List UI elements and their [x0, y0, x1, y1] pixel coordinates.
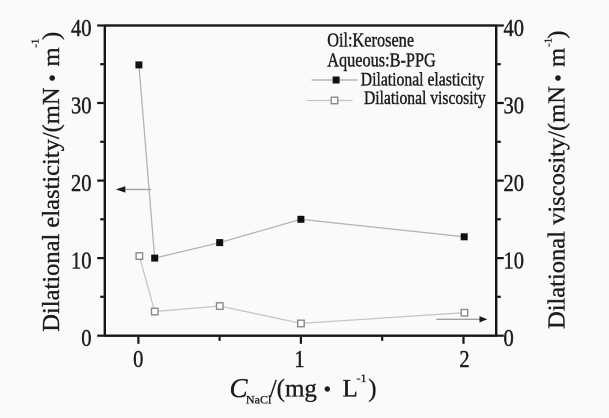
- svg-text:/(mg: /(mg: [270, 376, 318, 403]
- svg-text:0: 0: [81, 324, 91, 351]
- svg-text:10: 10: [504, 247, 524, 274]
- svg-text:): ): [544, 31, 571, 39]
- svg-text:10: 10: [71, 247, 91, 274]
- svg-text:Aqueous:B-PPG: Aqueous:B-PPG: [327, 49, 436, 71]
- svg-text:0: 0: [133, 345, 143, 372]
- svg-text:Dilational elasticity/(mN: Dilational elasticity/(mN: [38, 87, 65, 332]
- svg-text:): ): [368, 376, 376, 403]
- svg-text:-1: -1: [30, 39, 42, 48]
- svg-text:-1: -1: [357, 371, 367, 385]
- svg-text:Dilational elasticity: Dilational elasticity: [361, 68, 485, 90]
- svg-text:): ): [38, 32, 65, 40]
- svg-text:Dilational viscosity/(mN: Dilational viscosity/(mN: [544, 86, 571, 329]
- svg-text:40: 40: [504, 14, 524, 41]
- svg-text:0: 0: [504, 324, 514, 351]
- svg-text:20: 20: [504, 169, 524, 196]
- svg-text:30: 30: [71, 92, 91, 119]
- svg-text:Oil:Kerosene: Oil:Kerosene: [327, 29, 414, 51]
- svg-text:m: m: [38, 47, 65, 66]
- svg-text:40: 40: [71, 14, 91, 41]
- svg-text:2: 2: [459, 345, 469, 372]
- svg-text:L: L: [343, 376, 358, 403]
- svg-text:20: 20: [71, 169, 91, 196]
- svg-text:1: 1: [294, 345, 304, 372]
- svg-text:NaCl: NaCl: [246, 393, 272, 407]
- svg-text:m: m: [544, 48, 571, 67]
- svg-text:-1: -1: [542, 38, 554, 47]
- svg-text:Dilational viscosity: Dilational viscosity: [364, 87, 486, 109]
- svg-text:30: 30: [504, 92, 524, 119]
- svg-text:C: C: [230, 373, 249, 403]
